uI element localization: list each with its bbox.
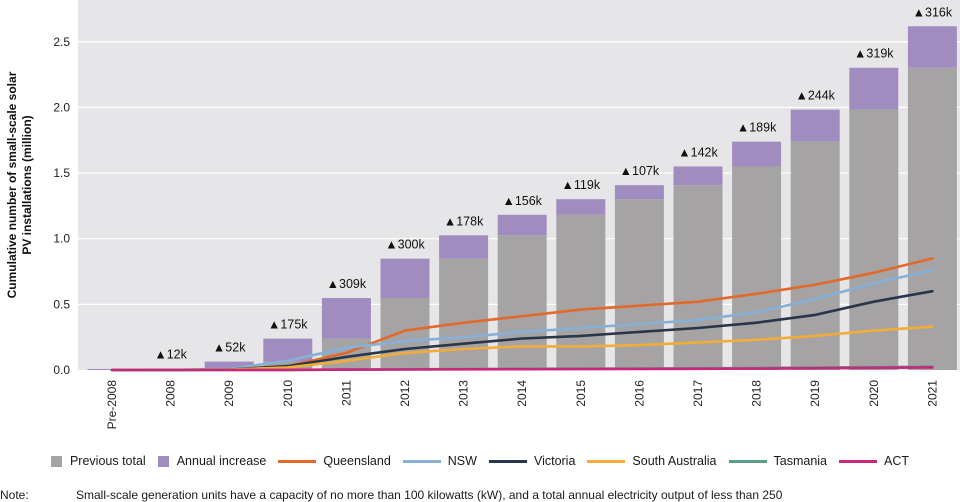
x-tick-label: 2015 (574, 380, 588, 407)
bar-annual-increase (556, 199, 606, 215)
bar-annual-increase (439, 235, 489, 259)
bar-annual-increase (907, 26, 957, 68)
note-text: Small-scale generation units have a capa… (76, 488, 783, 502)
x-tick-label: Pre-2008 (105, 380, 119, 430)
annotations: ▲12k ▲52k ▲175k ▲309k ▲300k ▲178k ▲156k ▲119k ▲1… (154, 5, 953, 361)
x-tick-label: 2020 (867, 380, 881, 407)
bar-previous-total (732, 166, 782, 370)
annotation-label: ▲309k (327, 277, 367, 291)
legend-item-annual-increase: Annual increase (157, 454, 267, 468)
line-nsw (110, 268, 934, 372)
bar-previous-total (614, 199, 664, 370)
annotation-label: ▲244k (795, 89, 835, 103)
annotation-label: ▲156k (502, 194, 542, 208)
y-axis-label-line-2: PV installations (million) (20, 115, 34, 254)
legend-label: NSW (447, 454, 477, 468)
bar-previous-total (907, 67, 957, 370)
x-tick-label: 2008 (164, 380, 178, 407)
series-lines (110, 257, 934, 372)
annotation-label: ▲107k (620, 164, 660, 178)
bar-annual-increase (614, 185, 664, 200)
chart: ▲12k ▲52k ▲175k ▲309k ▲300k ▲178k ▲156k ▲119k ▲1… (5, 0, 960, 430)
x-tick-label: 2016 (632, 380, 646, 407)
annotation-label: ▲12k (154, 347, 187, 361)
x-tick-label: 2010 (281, 380, 295, 407)
bar-annual-increase (673, 166, 723, 186)
bar-annual-increase (380, 258, 430, 299)
legend-label: Tasmania (773, 454, 828, 468)
y-tick-label: 0.5 (53, 297, 70, 311)
legend-line (587, 459, 626, 463)
x-tick-label: 2021 (925, 380, 939, 407)
legend-item-queensland: Queensland (278, 454, 391, 468)
x-tick-label: 2017 (691, 380, 705, 407)
annotation-label: ▲175k (268, 318, 308, 332)
annotation-label: ▲300k (385, 238, 425, 252)
bar-annual-increase (849, 67, 899, 110)
annotation-label: ▲52k (213, 341, 246, 355)
legend: Previous total Annual increase Queensland N… (0, 452, 960, 470)
legend-label: ACT (884, 454, 910, 468)
bar-annual-increase (204, 361, 254, 369)
annotation-label: ▲142k (678, 145, 718, 159)
bar-previous-total (790, 141, 840, 370)
legend-swatch (157, 455, 169, 467)
y-tick-label: 2.0 (53, 100, 70, 114)
legend-item-act: ACT (839, 454, 909, 468)
legend-item-south-australia: South Australia (587, 454, 717, 468)
legend-item-previous-total: Previous total (50, 454, 146, 468)
bar-annual-increase (790, 109, 840, 142)
annotation-label: ▲119k (562, 178, 601, 192)
legend-line (402, 459, 441, 463)
bar-previous-total (673, 185, 723, 370)
legend-label: South Australia (632, 454, 717, 468)
bar-previous-total (380, 298, 430, 370)
x-tick-label: 2019 (808, 380, 822, 407)
legend-label: Queensland (323, 454, 391, 468)
legend-line (839, 459, 878, 463)
annotation-label: ▲316k (913, 5, 953, 19)
legend-label: Previous total (69, 454, 146, 468)
annotation-label: ▲178k (444, 214, 484, 228)
x-tick-label: 2018 (750, 380, 764, 407)
bar-annual-increase (321, 298, 371, 339)
legend-label: Annual increase (176, 454, 267, 468)
x-tick-label: 2011 (339, 380, 353, 406)
x-axis-ticks: Pre-2008 2008 2009 2010 2011 2012 2013 2014 2015… (105, 380, 939, 430)
legend-item-victoria: Victoria (488, 454, 576, 468)
bars (87, 26, 957, 370)
legend-label: Victoria (533, 454, 576, 468)
note-label: Note: (0, 488, 29, 502)
y-axis-label-line-1: Cumulative number of small-scale solar (5, 71, 19, 298)
x-tick-label: 2012 (398, 380, 412, 407)
y-axis-ticks: 0.0 0.5 1.0 1.5 2.0 2.5 (53, 35, 70, 377)
note: Note: Small-scale generation units have a… (0, 488, 960, 502)
annotation-label: ▲189k (737, 121, 777, 135)
legend-swatch (50, 455, 62, 467)
bar-previous-total (849, 109, 899, 370)
bar-annual-increase (497, 214, 547, 236)
y-tick-label: 1.0 (53, 232, 70, 246)
y-tick-label: 1.5 (53, 166, 70, 180)
bar-annual-increase (263, 338, 313, 362)
line-act (110, 366, 934, 372)
x-tick-label: 2009 (222, 380, 236, 407)
legend-line (278, 459, 317, 463)
legend-item-tasmania: Tasmania (728, 454, 828, 468)
y-tick-label: 2.5 (53, 35, 70, 49)
legend-line (488, 459, 527, 463)
y-tick-label: 0.0 (53, 363, 70, 377)
x-tick-label: 2014 (515, 380, 529, 407)
bar-previous-total (497, 235, 547, 370)
bar-previous-total (556, 214, 606, 370)
legend-item-nsw: NSW (402, 454, 477, 468)
annotation-label: ▲319k (854, 47, 894, 61)
bar-previous-total (439, 258, 489, 370)
legend-line (728, 459, 767, 463)
bar-annual-increase (732, 141, 782, 167)
x-tick-label: 2013 (457, 380, 471, 407)
